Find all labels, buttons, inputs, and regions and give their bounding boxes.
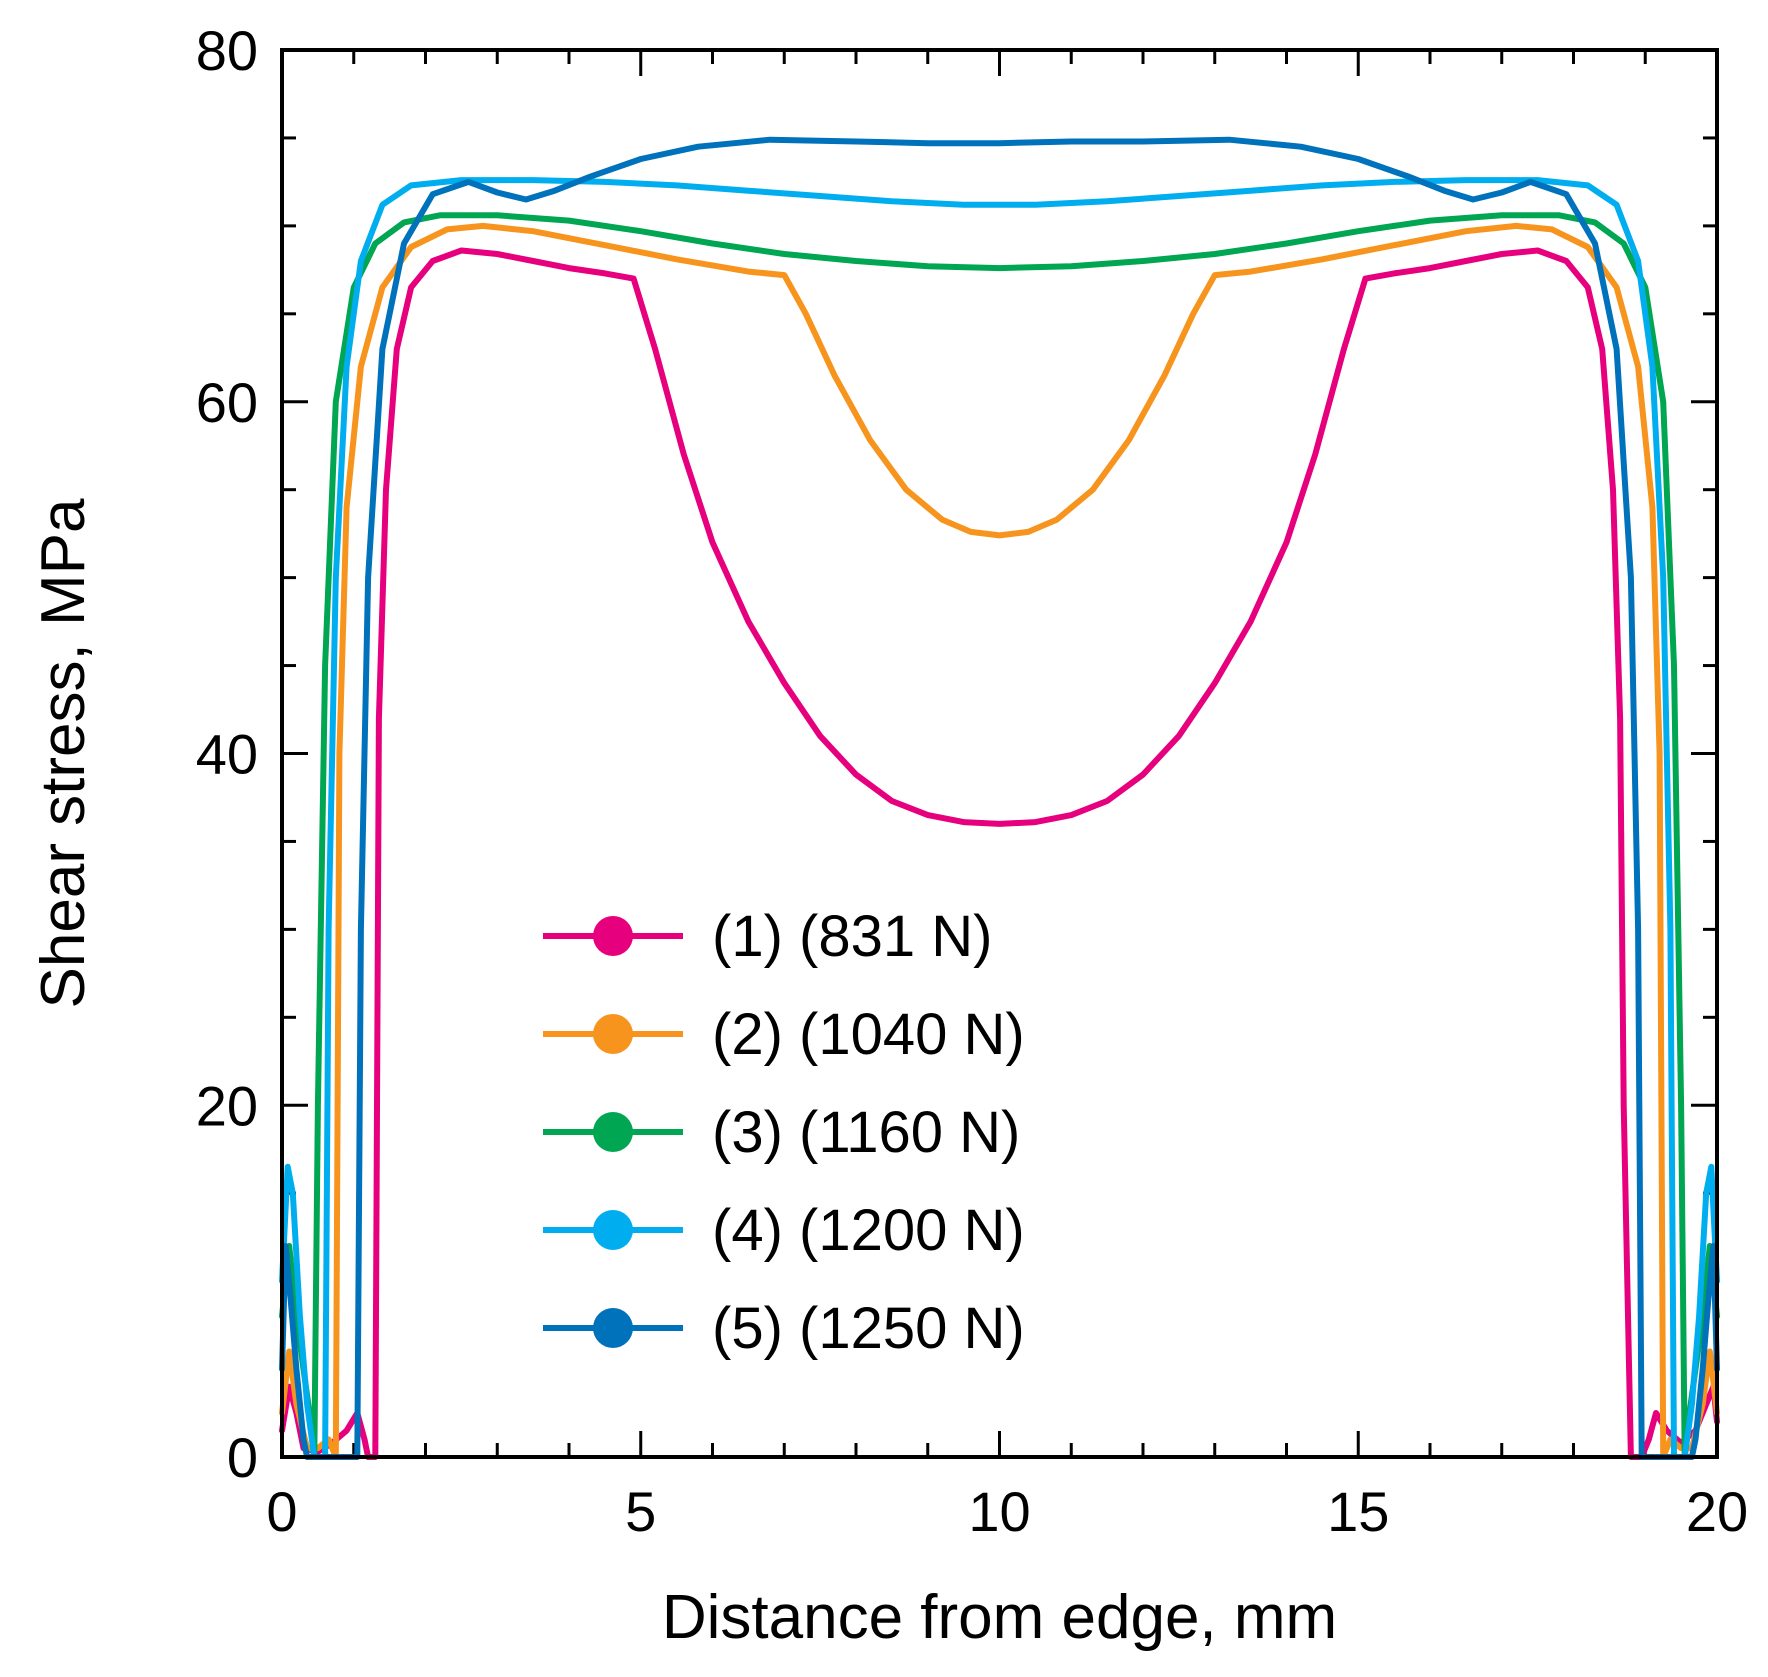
x-axis-title: Distance from edge, mm [662, 1583, 1337, 1652]
series-line [279, 247, 1720, 1460]
y-axis-title: Shear stress, MPa [29, 498, 98, 1008]
series-line [279, 212, 1720, 1460]
legend-label: (2) (1040 N) [712, 1002, 1025, 1067]
series-line [279, 222, 1720, 1460]
series-line [279, 136, 1720, 1460]
plot-frame [280, 48, 1719, 1459]
y-tick-label: 60 [196, 371, 258, 434]
legend-label: (5) (1250 N) [712, 1296, 1025, 1361]
x-tick-label: 0 [266, 1480, 297, 1543]
legend-label: (3) (1160 N) [712, 1100, 1020, 1165]
series-lines [279, 136, 1720, 1460]
y-tick-label: 40 [196, 723, 258, 786]
x-tick-label: 15 [1327, 1480, 1389, 1543]
tick-labels: 0 5 10 15 20 0 20 40 60 80 [196, 19, 1748, 1543]
y-tick-label: 20 [196, 1074, 258, 1137]
legend-marker [593, 1112, 633, 1152]
legend: (1) (831 N) (2) (1040 N) (3) (1160 N) (4) (… [543, 904, 1025, 1361]
legend-label: (1) (831 N) [712, 904, 992, 969]
legend-label: (4) (1200 N) [712, 1198, 1025, 1263]
y-tick-label: 0 [227, 1426, 258, 1489]
x-tick-label: 20 [1686, 1480, 1748, 1543]
x-tick-label: 10 [968, 1480, 1030, 1543]
y-tick-label: 80 [196, 19, 258, 82]
legend-marker [593, 1210, 633, 1250]
series-line [279, 177, 1720, 1460]
legend-marker [593, 1014, 633, 1054]
x-tick-label: 5 [625, 1480, 656, 1543]
legend-marker [593, 916, 633, 956]
legend-marker [593, 1308, 633, 1348]
